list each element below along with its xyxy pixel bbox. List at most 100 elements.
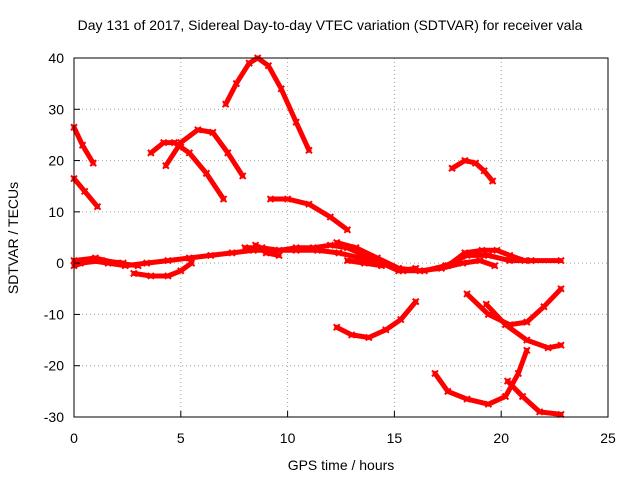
data-point bbox=[394, 264, 403, 272]
data-point bbox=[228, 249, 236, 257]
data-point bbox=[557, 410, 565, 419]
series-layer bbox=[70, 54, 565, 419]
data-point bbox=[185, 254, 194, 262]
data-point bbox=[170, 138, 179, 147]
y-tick-label: 20 bbox=[48, 153, 64, 169]
data-point bbox=[277, 85, 285, 93]
x-tick-label: 25 bbox=[600, 430, 616, 446]
data-point bbox=[352, 244, 360, 252]
data-point bbox=[523, 336, 531, 344]
series-arc-7 bbox=[449, 158, 496, 184]
data-point bbox=[251, 241, 260, 249]
data-point bbox=[488, 177, 497, 185]
y-axis-label: SDTVAR / TECUs bbox=[5, 182, 21, 294]
data-point bbox=[523, 346, 531, 355]
data-point bbox=[93, 203, 102, 211]
series-arc-12 bbox=[505, 378, 564, 417]
data-point bbox=[397, 315, 405, 324]
data-point bbox=[373, 254, 382, 262]
data-point bbox=[164, 272, 172, 280]
data-point bbox=[461, 249, 469, 257]
data-point bbox=[377, 261, 386, 270]
data-point bbox=[431, 369, 439, 378]
data-point bbox=[266, 195, 275, 203]
series-arc-9 bbox=[464, 286, 564, 328]
data-point bbox=[463, 395, 471, 403]
data-point bbox=[160, 138, 168, 147]
data-point bbox=[224, 149, 232, 157]
y-tick-label: 30 bbox=[48, 101, 64, 117]
data-point bbox=[239, 172, 247, 180]
data-point bbox=[527, 256, 535, 265]
data-point bbox=[501, 392, 510, 401]
data-point bbox=[463, 290, 471, 298]
data-point bbox=[187, 259, 196, 267]
data-point bbox=[142, 259, 151, 267]
y-tick-label: -10 bbox=[44, 306, 64, 322]
data-point bbox=[241, 244, 249, 252]
data-point bbox=[484, 400, 493, 408]
data-point bbox=[232, 79, 241, 88]
data-point bbox=[382, 326, 390, 334]
data-point bbox=[343, 226, 352, 234]
series-arc-14 bbox=[71, 247, 564, 274]
data-point bbox=[309, 244, 317, 252]
data-point bbox=[89, 159, 97, 167]
data-point bbox=[305, 146, 313, 155]
data-point bbox=[476, 256, 484, 265]
x-tick-label: 0 bbox=[70, 430, 78, 446]
data-point bbox=[219, 195, 228, 203]
data-point bbox=[520, 256, 529, 265]
data-point bbox=[76, 259, 85, 267]
data-point bbox=[209, 128, 217, 137]
tick-labels: 0 5 10 15 20 25 -30 -20 -10 0 10 20 30 40 bbox=[44, 50, 616, 446]
data-point bbox=[544, 344, 552, 352]
data-point bbox=[177, 138, 185, 147]
y-tick-label: 10 bbox=[48, 204, 64, 220]
data-point bbox=[518, 392, 527, 401]
data-point bbox=[493, 246, 501, 255]
data-point bbox=[365, 333, 373, 342]
data-point bbox=[535, 408, 544, 416]
data-point bbox=[459, 259, 467, 267]
data-point bbox=[326, 241, 335, 249]
data-point bbox=[360, 259, 369, 267]
data-point bbox=[557, 256, 565, 265]
data-point bbox=[119, 259, 127, 267]
series-arc-10 bbox=[483, 301, 564, 351]
data-point bbox=[506, 251, 514, 260]
grid bbox=[74, 58, 608, 417]
x-tick-label: 15 bbox=[387, 430, 403, 446]
data-point bbox=[130, 269, 138, 278]
data-point bbox=[347, 331, 356, 339]
data-point bbox=[245, 59, 253, 67]
x-axis-label: GPS time / hours bbox=[288, 457, 395, 473]
data-point bbox=[162, 161, 170, 170]
data-point bbox=[557, 285, 565, 293]
data-point bbox=[147, 149, 155, 157]
data-point bbox=[326, 213, 335, 221]
data-point bbox=[514, 369, 522, 378]
data-point bbox=[482, 300, 490, 308]
data-point bbox=[540, 303, 548, 311]
data-point bbox=[264, 61, 273, 70]
data-point bbox=[412, 297, 420, 306]
data-point bbox=[194, 126, 202, 134]
data-point bbox=[292, 118, 300, 126]
data-point bbox=[80, 187, 89, 196]
data-point bbox=[448, 164, 456, 172]
data-point bbox=[478, 246, 486, 255]
x-tick-label: 5 bbox=[177, 430, 185, 446]
series-arc-4 bbox=[163, 127, 246, 179]
data-point bbox=[177, 267, 185, 275]
data-point bbox=[501, 320, 510, 329]
data-point bbox=[305, 200, 313, 208]
data-point bbox=[491, 261, 499, 270]
data-point bbox=[185, 149, 194, 157]
data-point bbox=[275, 251, 283, 260]
data-point bbox=[471, 159, 480, 167]
data-point bbox=[333, 323, 341, 331]
data-point bbox=[98, 256, 106, 265]
data-point bbox=[557, 341, 565, 349]
y-tick-label: -20 bbox=[44, 358, 64, 374]
